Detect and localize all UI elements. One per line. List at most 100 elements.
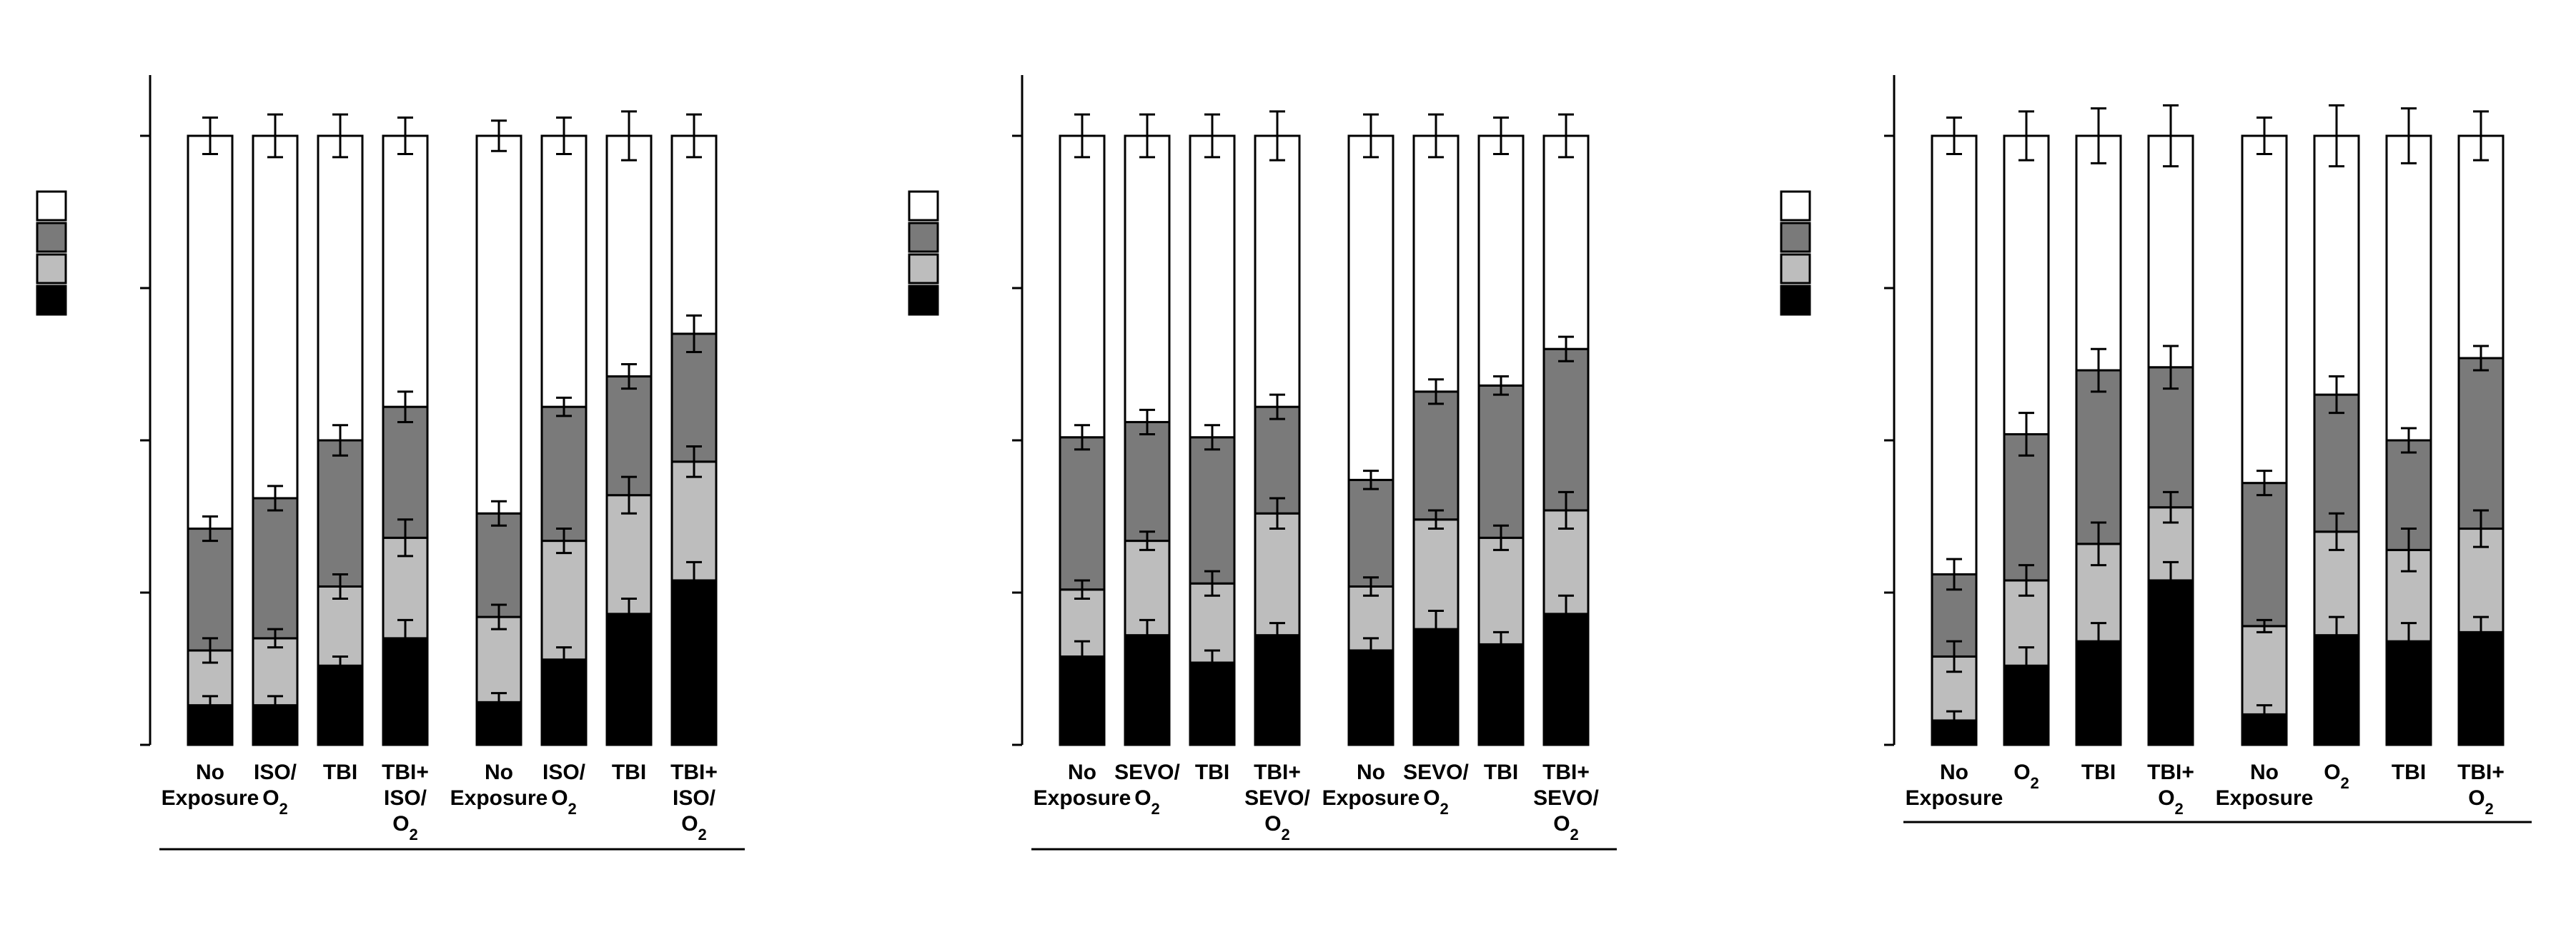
bar-segment-4 bbox=[1254, 134, 1301, 408]
bar-segment-3 bbox=[187, 528, 234, 652]
x-tick-label: TBI+ bbox=[1542, 761, 1590, 784]
x-tick-label: No bbox=[2250, 761, 2279, 784]
bar-segment-4 bbox=[2075, 134, 2122, 372]
x-tick-label: O2 bbox=[392, 812, 418, 844]
bar-segment-4 bbox=[187, 134, 234, 530]
legend-swatch-2 bbox=[908, 253, 939, 285]
bar-segment-2 bbox=[475, 615, 522, 703]
x-tick-label: No bbox=[196, 761, 224, 784]
bar-segment-4 bbox=[1124, 134, 1171, 423]
x-tick-label: No bbox=[485, 761, 513, 784]
bar-segment-3 bbox=[540, 405, 588, 543]
bar-3: TBI bbox=[317, 113, 364, 784]
x-tick-label: No bbox=[1068, 761, 1096, 784]
bar-3: TBI bbox=[1189, 113, 1236, 784]
legend-swatch-2 bbox=[36, 253, 67, 285]
bar-4: TBI+ISO/O2 bbox=[382, 116, 429, 844]
bar-7: TBI bbox=[605, 110, 653, 784]
bar-segment-1 bbox=[1542, 613, 1590, 746]
bar-7: TBI bbox=[1477, 116, 1525, 784]
x-tick-label: TBI+ bbox=[2147, 761, 2194, 784]
x-tick-label: TBI bbox=[612, 761, 646, 784]
bar-segment-1 bbox=[1189, 661, 1236, 746]
bar-segment-4 bbox=[2385, 134, 2432, 442]
x-tick-label: O2 bbox=[2013, 761, 2039, 792]
bar-segment-2 bbox=[1254, 512, 1301, 637]
legend bbox=[36, 190, 67, 316]
bar-segment-4 bbox=[2147, 134, 2194, 369]
x-tick-label: O2 bbox=[1423, 786, 1449, 818]
bar-segment-3 bbox=[2241, 482, 2288, 628]
x-tick-label: O2 bbox=[1134, 786, 1160, 818]
x-tick-label: Exposure bbox=[162, 786, 259, 810]
bar-6: ISO/O2 bbox=[540, 116, 588, 818]
x-tick-label: O2 bbox=[1553, 812, 1579, 844]
bar-segment-3 bbox=[670, 332, 718, 463]
x-tick-label: No bbox=[1940, 761, 1968, 784]
x-tick-label: O2 bbox=[551, 786, 577, 818]
bar-8: TBI+ISO/O2 bbox=[670, 113, 718, 844]
x-tick-label: O2 bbox=[2324, 761, 2349, 792]
x-tick-label: SEVO/ bbox=[1403, 761, 1469, 784]
legend-swatch-1 bbox=[908, 285, 939, 316]
bar-segment-3 bbox=[1477, 384, 1525, 539]
bar-segment-3 bbox=[1542, 347, 1590, 512]
x-tick-label: Exposure bbox=[1322, 786, 1420, 810]
x-tick-label: TBI+ bbox=[670, 761, 718, 784]
bar-segment-1 bbox=[605, 613, 653, 746]
bar-2: SEVO/O2 bbox=[1114, 113, 1181, 818]
legend-swatch-3 bbox=[36, 222, 67, 253]
legend-swatch-4 bbox=[36, 190, 67, 222]
bar-segment-4 bbox=[2313, 134, 2360, 396]
x-tick-label: SEVO/ bbox=[1533, 786, 1599, 810]
bar-segment-3 bbox=[1189, 436, 1236, 585]
bar-segment-2 bbox=[605, 494, 653, 615]
legend-swatch-1 bbox=[1780, 285, 1811, 316]
legend bbox=[908, 190, 939, 316]
bar-segment-1 bbox=[1059, 655, 1106, 746]
bar-segment-1 bbox=[1477, 643, 1525, 746]
bar-segment-4 bbox=[2003, 134, 2050, 435]
x-tick-label: TBI bbox=[2081, 761, 2116, 784]
x-tick-label: No bbox=[1357, 761, 1385, 784]
bar-segment-1 bbox=[670, 579, 718, 746]
x-tick-label: O2 bbox=[262, 786, 288, 818]
bar-segment-1 bbox=[1254, 634, 1301, 746]
legend-swatch-3 bbox=[1780, 222, 1811, 253]
x-tick-label: O2 bbox=[2158, 786, 2184, 818]
bar-segment-4 bbox=[1477, 134, 1525, 387]
legend-swatch-3 bbox=[908, 222, 939, 253]
x-tick-label: TBI bbox=[323, 761, 357, 784]
bar-segment-3 bbox=[1412, 390, 1460, 521]
legend-swatch-4 bbox=[908, 190, 939, 222]
x-tick-label: TBI+ bbox=[2457, 761, 2505, 784]
bar-segment-4 bbox=[2457, 134, 2505, 360]
bar-segment-4 bbox=[252, 134, 299, 500]
bar-segment-3 bbox=[252, 497, 299, 640]
x-tick-label: O2 bbox=[1264, 812, 1290, 844]
legend-swatch-1 bbox=[36, 285, 67, 316]
bar-segment-2 bbox=[1477, 536, 1525, 645]
bar-segment-3 bbox=[2313, 393, 2360, 533]
bar-segment-4 bbox=[1189, 134, 1236, 439]
bar-segment-3 bbox=[1059, 436, 1106, 591]
bar-3: TBI bbox=[2075, 107, 2122, 784]
bar-4: TBI+SEVO/O2 bbox=[1244, 110, 1311, 844]
x-tick-label: Exposure bbox=[450, 786, 548, 810]
x-tick-label: TBI+ bbox=[382, 761, 429, 784]
bar-2: O2 bbox=[2003, 110, 2050, 792]
bar-segment-4 bbox=[1542, 134, 1590, 350]
bar-segment-1 bbox=[2457, 630, 2505, 746]
bar-segment-4 bbox=[1347, 134, 1394, 481]
bar-segment-3 bbox=[1347, 478, 1394, 588]
x-tick-label: SEVO/ bbox=[1114, 761, 1180, 784]
